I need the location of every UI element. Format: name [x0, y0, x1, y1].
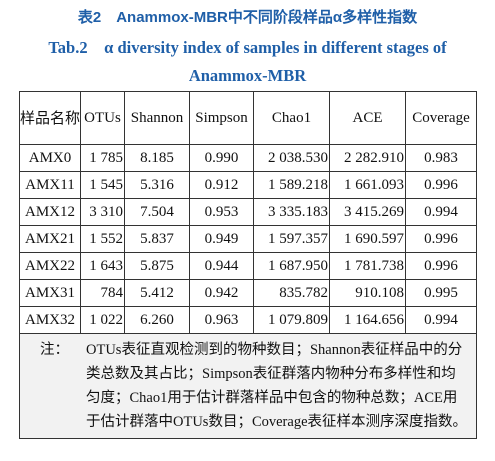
cell-otus: 1 643 [80, 252, 125, 280]
cell-coverage: 0.996 [405, 252, 477, 280]
cell-sample: AMX31 [19, 279, 81, 307]
cell-ace: 3 415.269 [329, 198, 406, 226]
cell-coverage: 0.996 [405, 225, 477, 253]
cell-coverage: 0.994 [405, 198, 477, 226]
cell-otus: 1 552 [80, 225, 125, 253]
cell-sample: AMX22 [19, 252, 81, 280]
table-row: AMX21 1 552 5.837 0.949 1 597.357 1 690.… [19, 225, 477, 253]
table-row: AMX11 1 545 5.316 0.912 1 589.218 1 661.… [19, 171, 477, 199]
header-ace: ACE [329, 91, 406, 145]
header-chao1: Chao1 [253, 91, 330, 145]
cell-chao1: 835.782 [253, 279, 330, 307]
cell-ace: 2 282.910 [329, 144, 406, 172]
cell-coverage: 0.996 [405, 171, 477, 199]
table-row: AMX22 1 643 5.875 0.944 1 687.950 1 781.… [19, 252, 477, 280]
cell-ace: 1 164.656 [329, 306, 406, 334]
cell-simpson: 0.942 [189, 279, 254, 307]
table-title-chinese: 表2 Anammox-MBR中不同阶段样品α多样性指数 [77, 9, 418, 26]
cell-shannon: 5.412 [124, 279, 190, 307]
cell-chao1: 1 589.218 [253, 171, 330, 199]
cell-ace: 1 661.093 [329, 171, 406, 199]
table-note-row: 注： OTUs表征直观检测到的物种数目；Shannon表征样品中的分类总数及其占… [19, 333, 477, 439]
cell-otus: 1 785 [80, 144, 125, 172]
cell-simpson: 0.963 [189, 306, 254, 334]
cell-sample: AMX12 [19, 198, 81, 226]
diversity-table: 样品名称 OTUs Shannon Simpson Chao1 ACE Cove… [19, 91, 477, 439]
table-row: AMX31 784 5.412 0.942 835.782 910.108 0.… [19, 279, 477, 307]
cell-shannon: 5.316 [124, 171, 190, 199]
cell-sample: AMX0 [19, 144, 81, 172]
cell-shannon: 8.185 [124, 144, 190, 172]
note-text: OTUs表征直观检测到的物种数目；Shannon表征样品中的分类总数及其占比；S… [86, 342, 467, 430]
cell-chao1: 3 335.183 [253, 198, 330, 226]
cell-ace: 910.108 [329, 279, 406, 307]
cell-chao1: 1 079.809 [253, 306, 330, 334]
cell-coverage: 0.994 [405, 306, 477, 334]
table-row: AMX32 1 022 6.260 0.963 1 079.809 1 164.… [19, 306, 477, 334]
cell-simpson: 0.990 [189, 144, 254, 172]
header-sample-name: 样品名称 [19, 91, 81, 145]
cell-otus: 784 [80, 279, 125, 307]
cell-simpson: 0.944 [189, 252, 254, 280]
cell-simpson: 0.953 [189, 198, 254, 226]
cell-ace: 1 781.738 [329, 252, 406, 280]
header-shannon: Shannon [124, 91, 190, 145]
diversity-table-wrapper: 样品名称 OTUs Shannon Simpson Chao1 ACE Cove… [19, 91, 477, 439]
cell-shannon: 6.260 [124, 306, 190, 334]
cell-chao1: 1 597.357 [253, 225, 330, 253]
cell-ace: 1 690.597 [329, 225, 406, 253]
cell-simpson: 0.949 [189, 225, 254, 253]
cell-otus: 1 022 [80, 306, 125, 334]
table-row: AMX12 3 310 7.504 0.953 3 335.183 3 415.… [19, 198, 477, 226]
header-otus: OTUs [80, 91, 125, 145]
cell-simpson: 0.912 [189, 171, 254, 199]
cell-otus: 1 545 [80, 171, 125, 199]
note-label: 注： [40, 342, 69, 358]
cell-coverage: 0.983 [405, 144, 477, 172]
header-simpson: Simpson [189, 91, 254, 145]
cell-sample: AMX21 [19, 225, 81, 253]
cell-otus: 3 310 [80, 198, 125, 226]
cell-chao1: 2 038.530 [253, 144, 330, 172]
cell-sample: AMX32 [19, 306, 81, 334]
table-row: AMX0 1 785 8.185 0.990 2 038.530 2 282.9… [19, 144, 477, 172]
cell-chao1: 1 687.950 [253, 252, 330, 280]
cell-shannon: 7.504 [124, 198, 190, 226]
table-title-english: Tab.2 α diversity index of samples in di… [48, 38, 447, 85]
cell-sample: AMX11 [19, 171, 81, 199]
cell-shannon: 5.875 [124, 252, 190, 280]
table-note: 注： OTUs表征直观检测到的物种数目；Shannon表征样品中的分类总数及其占… [19, 333, 477, 439]
header-coverage: Coverage [405, 91, 477, 145]
table-header-row: 样品名称 OTUs Shannon Simpson Chao1 ACE Cove… [19, 91, 477, 145]
cell-shannon: 5.837 [124, 225, 190, 253]
cell-coverage: 0.995 [405, 279, 477, 307]
